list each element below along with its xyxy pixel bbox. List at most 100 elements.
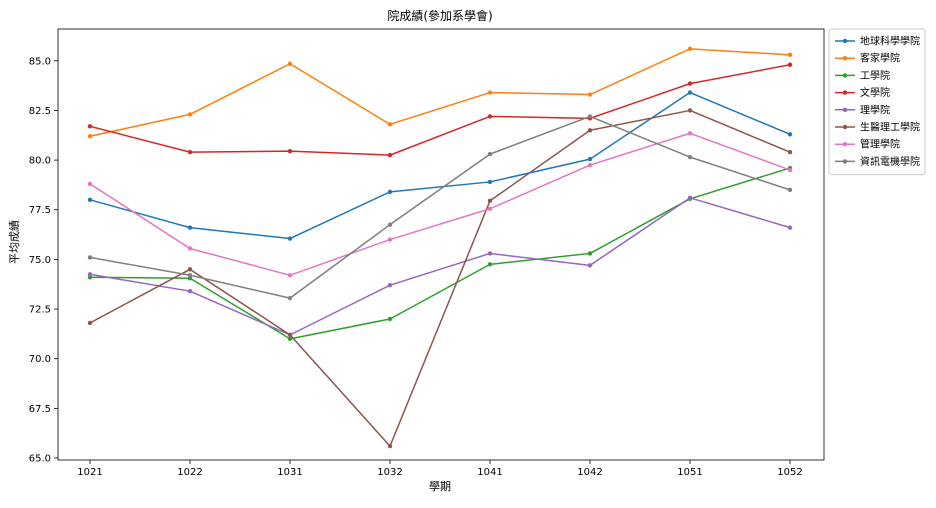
x-tick-label-6: 1051 — [677, 467, 702, 478]
series-3 — [87, 62, 793, 158]
data-point-0-6 — [687, 90, 693, 95]
x-tick-label-7: 1052 — [777, 467, 802, 478]
y-tick-label-7: 82.5 — [29, 106, 51, 117]
data-point-3-2 — [287, 148, 293, 154]
legend-entry-1: 客家學院 — [835, 52, 900, 65]
chart-title: 院成績(參加系學會) — [387, 8, 492, 23]
series-line-0 — [89, 91, 791, 240]
data-point-0-1 — [187, 225, 193, 230]
data-point-0-2 — [287, 236, 293, 241]
data-point-1-7 — [787, 52, 793, 58]
data-point-4-1 — [187, 288, 193, 294]
data-point-4-4 — [487, 251, 493, 256]
legend-label-4: 理學院 — [860, 103, 890, 116]
legend-entry-2: 工學院 — [835, 69, 890, 82]
data-point-2-4 — [487, 262, 493, 267]
series-2 — [87, 165, 793, 342]
data-point-3-0 — [87, 124, 93, 129]
series-line-5 — [89, 109, 791, 447]
data-point-3-1 — [187, 149, 193, 155]
y-tick-label-8: 85.0 — [29, 56, 51, 67]
legend-swatch-marker-3 — [842, 90, 848, 95]
series-line-3 — [89, 64, 791, 156]
legend-entry-3: 文學院 — [835, 86, 890, 99]
x-axis-label: 學期 — [429, 480, 451, 493]
data-point-1-5 — [587, 92, 593, 97]
data-point-1-2 — [287, 61, 293, 66]
data-point-1-3 — [387, 122, 393, 127]
series-line-2 — [89, 167, 791, 340]
data-point-6-1 — [187, 246, 193, 251]
data-point-7-6 — [687, 154, 693, 160]
series-5 — [87, 108, 793, 449]
legend-label-5: 生醫理工學院 — [860, 121, 920, 134]
data-point-0-0 — [87, 197, 93, 203]
data-point-3-3 — [387, 152, 393, 158]
legend-label-3: 文學院 — [860, 86, 890, 99]
data-point-4-7 — [787, 225, 793, 230]
data-point-2-3 — [387, 316, 393, 322]
data-point-6-2 — [287, 273, 293, 278]
data-point-3-4 — [487, 114, 493, 119]
legend-entry-7: 資訊電機學院 — [835, 155, 920, 168]
series-1 — [87, 46, 793, 139]
x-tick-label-0: 1021 — [77, 467, 102, 478]
data-point-6-4 — [487, 206, 493, 211]
series-line-1 — [89, 48, 791, 137]
data-point-5-6 — [687, 108, 693, 113]
data-point-6-6 — [687, 131, 693, 136]
data-point-5-3 — [387, 443, 393, 449]
legend-frame — [828, 28, 926, 176]
legend-swatch-marker-4 — [842, 107, 848, 113]
data-point-5-4 — [487, 198, 493, 203]
legend-swatch-marker-1 — [842, 56, 848, 61]
series-4 — [87, 195, 793, 338]
data-point-5-0 — [87, 320, 93, 326]
legend-label-7: 資訊電機學院 — [860, 155, 920, 168]
y-tick-label-3: 72.5 — [29, 305, 51, 316]
data-point-4-5 — [587, 263, 593, 268]
data-point-5-1 — [187, 267, 193, 272]
series-7 — [87, 114, 793, 301]
data-point-3-6 — [687, 81, 693, 86]
legend-entry-0: 地球科學學院 — [835, 35, 920, 48]
y-tick-label-0: 65.0 — [29, 454, 51, 465]
y-tick-label-1: 67.5 — [29, 404, 51, 415]
data-point-1-1 — [187, 112, 193, 117]
data-point-3-7 — [787, 62, 793, 67]
data-point-1-4 — [487, 90, 493, 95]
data-point-5-7 — [787, 149, 793, 155]
data-point-0-7 — [787, 132, 793, 137]
x-tick-label-5: 1042 — [577, 467, 602, 478]
data-point-0-3 — [387, 189, 393, 195]
legend-swatch-marker-7 — [842, 159, 848, 164]
data-point-4-3 — [387, 283, 393, 288]
data-point-1-6 — [687, 46, 693, 52]
data-point-7-2 — [287, 295, 293, 301]
legend-label-1: 客家學院 — [860, 52, 900, 65]
legend-entry-4: 理學院 — [835, 103, 890, 116]
y-tick-label-6: 80.0 — [29, 156, 51, 167]
data-point-0-5 — [587, 156, 593, 162]
x-tick-label-1: 1022 — [177, 467, 202, 478]
y-tick-label-2: 70.0 — [29, 354, 51, 365]
data-point-2-2 — [287, 336, 293, 342]
legend-entry-6: 管理學院 — [835, 138, 900, 151]
data-point-7-4 — [487, 151, 493, 157]
data-point-2-5 — [587, 251, 593, 256]
data-point-7-1 — [187, 273, 193, 278]
data-point-4-6 — [687, 195, 693, 201]
data-point-6-7 — [787, 167, 793, 173]
y-tick-label-4: 75.0 — [29, 255, 51, 266]
data-point-7-5 — [587, 114, 593, 119]
axes-layer: 1021 1022 1031 1032 1041 1042 1051 1052 65.0 67.5… — [29, 28, 825, 478]
data-point-7-0 — [87, 255, 93, 260]
legend-label-0: 地球科學學院 — [860, 35, 920, 48]
legend-swatch-marker-6 — [842, 142, 848, 147]
series-0 — [87, 90, 793, 241]
data-point-5-5 — [587, 128, 593, 133]
y-tick-label-5: 77.5 — [29, 205, 51, 216]
y-axis-label: 平均成績 — [7, 220, 21, 264]
